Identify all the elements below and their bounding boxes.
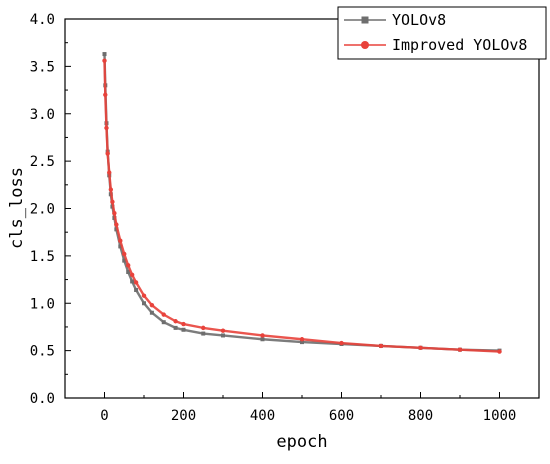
data-point-yolov8 [142,301,146,306]
data-point-yolov8 [118,244,123,249]
data-point-improved-yolov8 [181,321,186,327]
data-point-improved-yolov8 [299,337,305,342]
data-point-improved-yolov8 [220,328,226,333]
data-point-yolov8 [260,337,265,342]
data-point-improved-yolov8 [201,325,206,331]
legend-box [337,6,547,60]
data-point-yolov8 [149,310,154,315]
data-point-yolov8 [130,279,135,284]
data-point-improved-yolov8 [105,151,110,156]
data-point-improved-yolov8 [102,58,107,63]
legend-item-yolov8: YOLOv8 [344,11,446,29]
data-point-yolov8 [134,287,139,292]
y-ticks: 0.0 0.5 1.0 1.5 2.0 2.5 3.0 3.5 4.0 [30,12,71,407]
x-ticks: 0 200 400 600 800 1000 [64,392,540,424]
data-point-yolov8 [126,269,131,274]
data-point-improved-yolov8 [378,343,384,349]
data-point-improved-yolov8 [339,340,344,346]
y-tick-label: 1.5 [30,249,55,265]
y-tick-label: 4.0 [30,12,55,28]
legend: YOLOv8 Improved YOLOv8 [337,6,547,60]
x-tick-label: 200 [171,408,196,424]
x-tick-label: 1000 [483,408,517,424]
y-tick-label: 3.5 [30,59,55,75]
data-point-yolov8 [173,325,178,330]
data-point-yolov8 [221,333,225,338]
data-point-yolov8 [181,327,186,332]
legend-label-yolov8: YOLOv8 [392,11,446,29]
data-point-improved-yolov8 [103,92,108,98]
data-point-yolov8 [300,340,304,345]
data-point-improved-yolov8 [108,187,114,192]
data-point-improved-yolov8 [497,349,502,354]
data-point-improved-yolov8 [133,280,139,285]
x-tick-label: 600 [329,408,354,424]
legend-item-improved-yolov8: Improved YOLOv8 [344,36,527,54]
data-point-improved-yolov8 [457,347,463,352]
y-tick-label: 0.0 [30,391,55,407]
x-tick-label: 400 [250,408,275,424]
data-point-improved-yolov8 [418,345,423,350]
series-layer [102,52,502,354]
legend-marker-square [361,16,369,24]
data-point-improved-yolov8 [141,293,147,298]
y-tick-label: 2.0 [30,202,55,218]
y-tick-label: 0.5 [30,344,55,360]
data-point-yolov8 [161,320,166,325]
data-point-improved-yolov8 [149,302,155,308]
data-point-improved-yolov8 [126,263,131,268]
data-point-improved-yolov8 [122,251,127,257]
legend-marker-circle [361,41,369,49]
legend-label-improved-yolov8: Improved YOLOv8 [392,36,527,54]
series-line-improved-yolov8 [103,60,500,353]
plot-frame [64,18,540,399]
x-tick-label: 0 [100,408,108,424]
data-point-improved-yolov8 [129,272,135,278]
data-point-improved-yolov8 [107,170,112,175]
data-point-improved-yolov8 [173,319,178,324]
y-tick-label: 1.0 [30,296,55,312]
y-axis-title: cls_loss [7,167,27,249]
data-point-improved-yolov8 [110,199,115,205]
data-point-yolov8 [122,258,127,263]
y-tick-label: 3.0 [30,107,55,123]
data-point-improved-yolov8 [161,312,166,317]
x-axis-title: epoch [276,432,327,452]
data-point-improved-yolov8 [118,238,123,243]
y-tick-label: 2.5 [30,154,55,170]
data-point-improved-yolov8 [114,222,119,227]
x-tick-label: 800 [408,408,433,424]
data-point-improved-yolov8 [104,125,109,131]
data-point-yolov8 [201,331,206,336]
data-point-yolov8 [102,52,107,57]
data-point-improved-yolov8 [260,333,265,338]
data-point-improved-yolov8 [112,211,117,216]
